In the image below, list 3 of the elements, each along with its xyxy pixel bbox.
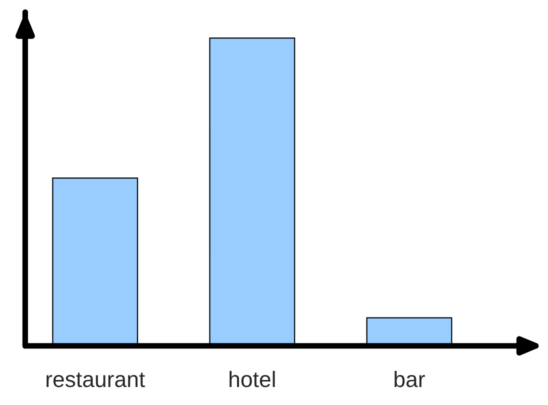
x-tick-label: restaurant	[46, 372, 145, 388]
x-tick-label: bar	[394, 370, 425, 388]
x-tick-label: hotel	[230, 370, 275, 388]
